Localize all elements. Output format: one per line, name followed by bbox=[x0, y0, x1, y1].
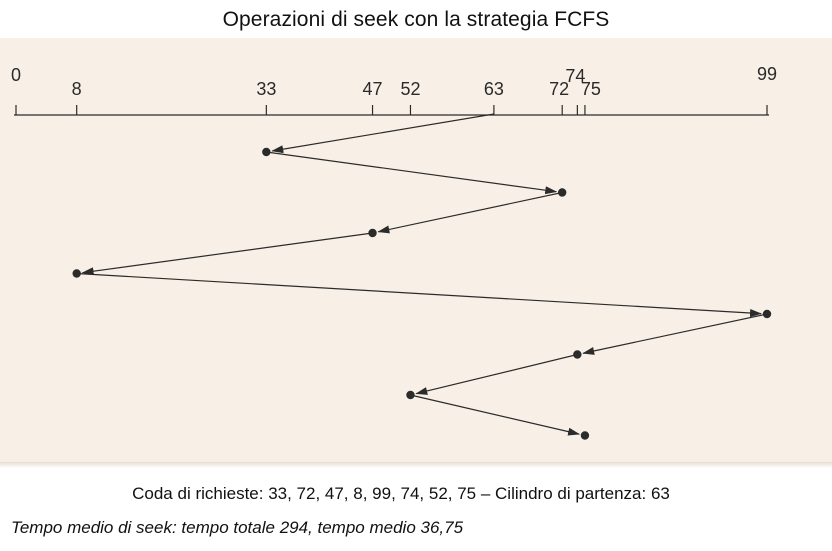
seek-segment-99-to-74 bbox=[582, 313, 768, 355]
seek-segment-74-to-52 bbox=[415, 353, 578, 395]
request-point-99 bbox=[762, 309, 772, 319]
axis-tick-label-52: 52 bbox=[400, 79, 420, 99]
axis-tick-label-74: 74 bbox=[565, 66, 585, 86]
request-point-47 bbox=[368, 228, 377, 238]
diagram-title: Operazioni di seek con la strategia FCFS bbox=[222, 8, 610, 31]
axis-tick-label-99: 99 bbox=[757, 64, 777, 84]
average-seek-caption: Tempo medio di seek: tempo totale 294, t… bbox=[11, 518, 464, 537]
seek-segment-47-to-8 bbox=[81, 232, 373, 276]
request-point-75 bbox=[580, 431, 590, 440]
axis-tick-label-72: 72 bbox=[549, 79, 569, 99]
seek-segment-72-to-47 bbox=[377, 191, 563, 234]
axis-tick-label-63: 63 bbox=[484, 79, 504, 99]
request-point-72 bbox=[557, 188, 567, 197]
axis-tick-label-33: 33 bbox=[256, 79, 276, 99]
axis-tick-label-47: 47 bbox=[363, 79, 383, 99]
seek-segment-63-to-33 bbox=[271, 113, 495, 154]
seek-segment-52-to-75 bbox=[410, 394, 581, 436]
panel-shadow bbox=[0, 462, 832, 468]
request-point-33 bbox=[262, 147, 271, 157]
axis-tick-label-8: 8 bbox=[72, 79, 82, 99]
axis-tick-label-75: 75 bbox=[581, 79, 601, 99]
seek-segment-8-to-99 bbox=[76, 272, 763, 317]
request-queue-caption: Coda di richieste: 33, 72, 47, 8, 99, 74… bbox=[132, 484, 670, 503]
request-point-8 bbox=[72, 269, 81, 278]
axis-tick-label-0: 0 bbox=[11, 65, 21, 85]
request-point-74 bbox=[573, 350, 582, 359]
request-point-52 bbox=[406, 390, 415, 400]
seek-segment-33-to-72 bbox=[266, 151, 558, 195]
